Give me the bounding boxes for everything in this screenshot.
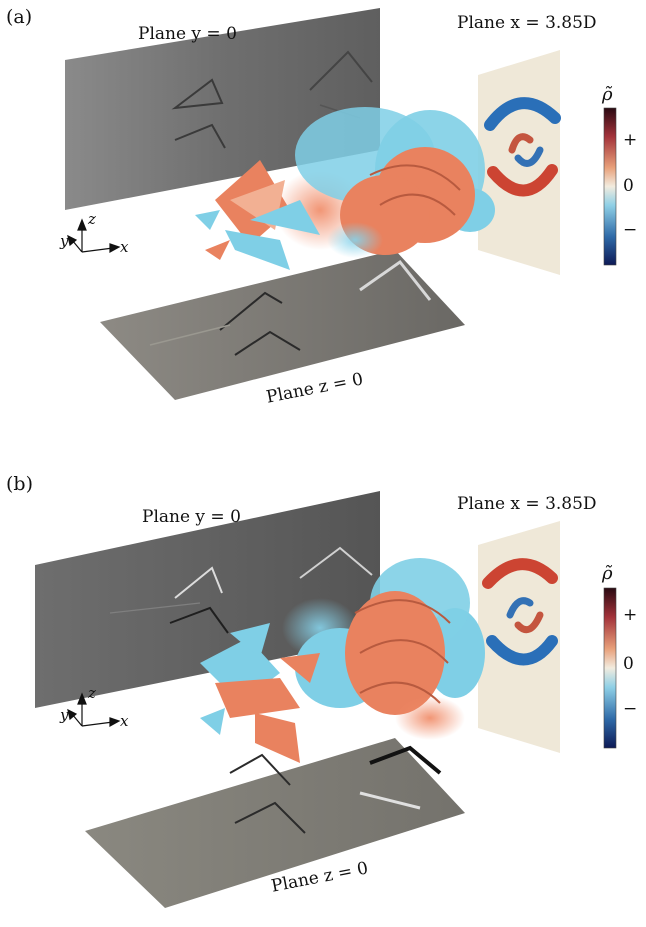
panel-label: (a)	[6, 6, 33, 28]
isosurfaces-b	[200, 558, 485, 763]
panel-label: (b)	[6, 473, 33, 495]
flow-visualization-a	[65, 8, 617, 400]
colorbar-tick-plus: +	[623, 130, 638, 150]
colorbar-tick-zero: 0	[623, 654, 634, 674]
colorbar-b	[603, 587, 617, 749]
isosurfaces-a	[195, 107, 495, 270]
plane-z-sheet-a	[100, 250, 465, 400]
axis-y-label: y	[60, 706, 69, 724]
axis-y-label: y	[60, 232, 69, 250]
plane-x-label: Plane x = 3.85D	[457, 494, 597, 514]
axis-triad-a	[67, 218, 121, 254]
axis-x-label: x	[120, 712, 129, 730]
panel-b: (b) Plane y = 0 Plane x = 3.85D Plane z …	[0, 463, 646, 926]
axis-z-label: z	[88, 684, 96, 702]
colorbar-title: ρ̃	[602, 563, 613, 584]
plane-z-sheet-b	[85, 738, 465, 908]
plane-y-label: Plane y = 0	[138, 24, 237, 44]
plane-y-sheet-b	[35, 491, 380, 708]
panel-a: (a) Plane y = 0 Plane x = 3.85D Plane z …	[0, 0, 646, 463]
axis-z-label: z	[88, 210, 96, 228]
plane-x-slab-a	[478, 50, 561, 275]
plane-y-label: Plane y = 0	[142, 507, 241, 527]
axis-x-label: x	[120, 238, 129, 256]
colorbar-tick-zero: 0	[623, 176, 634, 196]
plane-x-label: Plane x = 3.85D	[457, 13, 597, 33]
axis-triad-b	[67, 692, 121, 728]
colorbar-tick-plus: +	[623, 605, 638, 625]
colorbar-a	[603, 107, 617, 266]
colorbar-tick-minus: −	[623, 220, 638, 240]
colorbar-title: ρ̃	[602, 84, 613, 105]
flow-visualization-b	[35, 491, 617, 908]
colorbar-tick-minus: −	[623, 699, 638, 719]
plane-x-slab-b	[478, 521, 560, 753]
